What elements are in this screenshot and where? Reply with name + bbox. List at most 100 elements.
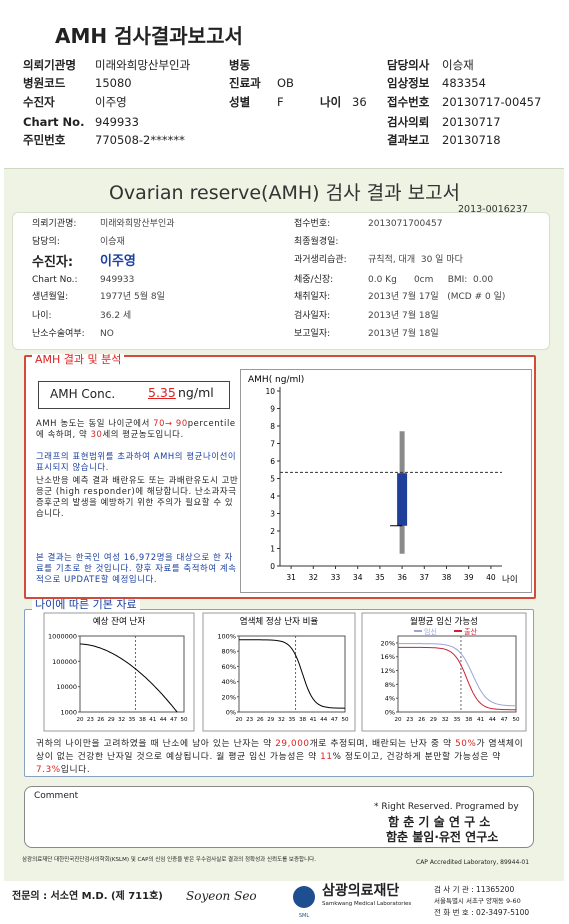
text-run: 29,000 — [275, 739, 310, 749]
x-tick-label: 44 — [160, 717, 167, 723]
y-tick-label: 5 — [270, 475, 275, 484]
x-tick-label: 50 — [342, 717, 349, 723]
info-label: 검사일자: — [294, 311, 331, 321]
field-value: 949933 — [95, 115, 139, 129]
y-tick-label: 10000 — [56, 683, 77, 691]
info-label: 수진자: — [32, 255, 74, 270]
plot-area — [397, 635, 517, 713]
y-tick-label: 1 — [270, 545, 275, 554]
x-tick-label: 26 — [97, 717, 104, 723]
y-tick-label: 80% — [222, 648, 236, 656]
y-tick-label: 1000000 — [48, 633, 77, 641]
header-title: AMH 검사결과보고서 — [55, 24, 243, 48]
info-value: 949933 — [100, 275, 135, 285]
x-tick-label: 23 — [87, 717, 94, 723]
info-label: 나이: — [32, 311, 52, 321]
x-tick-label: 23 — [406, 717, 413, 723]
y-tick-label: 60% — [222, 663, 236, 671]
amh-chart-frame — [240, 369, 532, 593]
field-label: 검사의뢰 — [387, 115, 430, 129]
x-tick-label: 35 — [129, 717, 136, 723]
field-label: Chart No. — [23, 115, 85, 129]
org-info: 전 화 번 호 : 02-3497-5100 — [434, 908, 530, 917]
text-run: percentile에 속하며, 약 — [36, 418, 236, 439]
field-label: 성별 — [229, 95, 251, 109]
credit-line: * Right Reserved. Programed by — [374, 802, 519, 812]
info-value: 미래와희망산부인과 — [100, 219, 175, 229]
note-text: CAP Accredited Laboratory, 89944-01 — [416, 859, 530, 866]
mini-frame — [43, 612, 195, 732]
field-value: 20130717-00457 — [442, 95, 542, 109]
x-tick-label: 44 — [489, 717, 496, 723]
info-label: 난소수술여부: — [32, 329, 85, 339]
y-tick-label: 0% — [385, 709, 395, 717]
info-label: 의뢰기관명: — [32, 219, 77, 229]
logo-mark: SML — [299, 913, 309, 919]
info-label: 채취일자: — [294, 292, 331, 302]
plot-area — [79, 635, 185, 713]
conc-label: AMH Conc. — [50, 387, 116, 401]
field-label: 접수번호 — [387, 95, 430, 109]
y-tick-label: 4 — [270, 492, 275, 501]
field-label: 병동 — [229, 58, 251, 72]
info-value: 2013년 7월 18일 — [368, 329, 439, 339]
chart-title: AMH( ng/ml) — [248, 375, 304, 385]
y-tick-label: 9 — [270, 405, 275, 414]
y-tick-label: 40% — [222, 678, 236, 686]
y-tick-label: 10 — [265, 387, 275, 396]
x-tick-label: 33 — [331, 573, 341, 582]
info-label: 체중/신장: — [294, 275, 334, 285]
x-tick-label: 41 — [149, 717, 156, 723]
text-run: 50% — [455, 739, 477, 749]
org-info: 서울특별시 서초구 양재동 9-60 — [434, 897, 521, 905]
info-value: 2013년 7월 17일 (MCD # 0 일) — [368, 292, 506, 302]
chart-title: 염색체 정상 난자 비율 — [240, 616, 319, 627]
x-tick-label: 20 — [77, 717, 84, 723]
credit-line: 함 춘 기 술 연 구 소 — [388, 815, 491, 829]
plot-area — [238, 635, 346, 713]
x-tick-label: 35 — [289, 717, 296, 723]
x-tick-label: 29 — [108, 717, 115, 723]
box — [397, 473, 408, 526]
x-tick-label: 32 — [309, 573, 319, 582]
info-value: 0.0 Kg 0cm BMI: 0.00 — [368, 275, 494, 285]
field-value: 15080 — [95, 76, 132, 90]
note-text: 삼광의료재단 대한민국진단검사의학회(KSLM) 및 CAP의 신임 인증을 받… — [22, 857, 316, 863]
comment-label: Comment — [34, 791, 79, 801]
field-label: 의뢰기관명 — [23, 58, 76, 72]
org-info: 검 사 기 관 : 11365200 — [434, 885, 515, 894]
y-tick-label: 8 — [270, 422, 275, 431]
x-tick-label: 37 — [420, 573, 430, 582]
x-tick-label: 29 — [267, 717, 274, 723]
info-value: 1977년 5월 8일 — [100, 292, 165, 302]
chart-title: 월평균 임신 가능성 — [410, 616, 478, 627]
org-name: 삼광의료재단 — [322, 883, 400, 899]
y-tick-label: 100000 — [52, 658, 77, 666]
mini-frame — [361, 612, 527, 732]
chart-title: 예상 잔여 난자 — [93, 616, 146, 627]
summary-text: 귀하의 나이만을 고려하였을 때 난소에 남아 있는 난자는 약 29,000개… — [36, 738, 528, 777]
x-tick-label: 41 — [310, 717, 317, 723]
x-tick-label: 50 — [181, 717, 188, 723]
field-label: 진료과 — [229, 76, 261, 90]
field-value: 이주영 — [95, 95, 127, 109]
info-value: 이주영 — [100, 254, 136, 269]
x-tick-label: 20 — [236, 717, 243, 723]
analysis-text: 그래프의 표현범위를 초과하여 AMH의 평균나이선이 표시되지 않습니다. — [36, 451, 237, 472]
info-label: Chart No.: — [32, 275, 78, 285]
section-title: AMH 결과 및 분석 — [32, 354, 125, 365]
info-value: NO — [100, 329, 114, 339]
text-run: 귀하의 나이만을 고려하였을 때 난소에 남아 있는 난자는 약 — [36, 739, 276, 749]
analysis-text: 본 결과는 한국인 여성 16,972명을 대상으로 한 자료를 기초로 한 것… — [36, 552, 237, 584]
x-tick-label: 31 — [286, 573, 296, 582]
field-value: OB — [277, 76, 294, 90]
analysis-text: AMH 농도는 동일 나이군에서 70→ 90percentile에 속하며, … — [36, 418, 241, 440]
x-tick-label: 32 — [442, 717, 449, 723]
y-tick-label: 2 — [270, 527, 275, 536]
field-label: 임상정보 — [387, 76, 430, 90]
y-tick-label: 7 — [270, 440, 275, 449]
info-value: 규칙적, 대개 30 일 마다 — [368, 255, 463, 265]
report-title: Ovarian reserve(AMH) 검사 결과 보고서 — [108, 182, 461, 204]
x-tick-label: 32 — [278, 717, 285, 723]
